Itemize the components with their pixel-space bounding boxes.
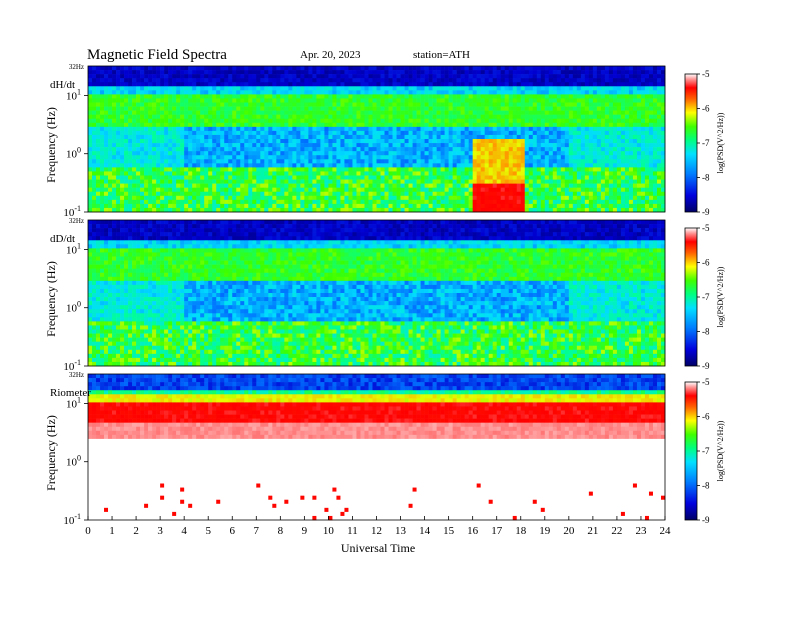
- x-tick-label: 14: [419, 525, 431, 537]
- colorbar-label: log(PSD(V^2/Hz)): [716, 266, 725, 327]
- colorbar-tick-label: -9: [702, 207, 710, 217]
- y-axis-label: Frequency (Hz): [44, 415, 58, 491]
- top-frequency-label: 32Hz: [69, 217, 84, 225]
- colorbar-tick-label: -5: [702, 69, 710, 79]
- colorbar-tick-label: -6: [702, 412, 710, 422]
- x-tick-label: 13: [395, 525, 407, 537]
- x-tick-label: 8: [278, 525, 284, 537]
- x-tick-label: 1: [109, 525, 115, 537]
- y-tick-label: 101: [66, 241, 81, 256]
- x-tick-label: 11: [347, 525, 358, 537]
- chart-date: Apr. 20, 2023: [300, 49, 361, 61]
- panel-label: dD/dt: [50, 233, 75, 245]
- panel-label: Riometer: [50, 387, 91, 399]
- colorbar-tick-label: -9: [702, 361, 710, 371]
- colorbar-tick-label: -7: [702, 292, 710, 302]
- colorbar: [685, 382, 697, 520]
- colorbar-tick-label: -8: [702, 481, 710, 491]
- x-tick-label: 22: [611, 525, 622, 537]
- y-axis-label: Frequency (Hz): [44, 261, 58, 337]
- colorbar-label: log(PSD(V^2/Hz)): [716, 112, 725, 173]
- y-tick-label: 100: [66, 300, 81, 315]
- x-axis-label: Universal Time: [341, 541, 415, 555]
- colorbar-tick-label: -5: [702, 223, 710, 233]
- top-frequency-label: 32Hz: [69, 63, 84, 71]
- colorbar-tick-label: -7: [702, 138, 710, 148]
- x-tick-label: 19: [539, 525, 551, 537]
- x-tick-label: 20: [563, 525, 575, 537]
- x-tick-label: 0: [85, 525, 91, 537]
- colorbar: [685, 228, 697, 366]
- colorbar-tick-label: -9: [702, 515, 710, 525]
- panel-label: dH/dt: [50, 79, 75, 91]
- x-tick-label: 6: [230, 525, 236, 537]
- colorbar-label: log(PSD(V^2/Hz)): [716, 420, 725, 481]
- spectrogram-cells: [88, 220, 665, 366]
- x-tick-label: 24: [660, 525, 672, 537]
- colorbar-tick-label: -8: [702, 173, 710, 183]
- x-tick-label: 2: [133, 525, 139, 537]
- x-tick-label: 21: [587, 525, 598, 537]
- x-tick-label: 17: [491, 525, 503, 537]
- x-tick-label: 23: [635, 525, 647, 537]
- x-tick-label: 12: [371, 525, 382, 537]
- x-tick-label: 7: [254, 525, 260, 537]
- colorbar: [685, 74, 697, 212]
- y-tick-label: 100: [66, 146, 81, 161]
- y-tick-label: 101: [66, 87, 81, 102]
- x-tick-label: 5: [205, 525, 211, 537]
- x-tick-label: 15: [443, 525, 455, 537]
- spectrogram-cells: [88, 374, 665, 520]
- colorbar-tick-label: -6: [702, 258, 710, 268]
- x-tick-label: 16: [467, 525, 479, 537]
- x-tick-label: 4: [181, 525, 187, 537]
- colorbar-tick-label: -8: [702, 327, 710, 337]
- station-label: station=ATH: [413, 49, 470, 61]
- top-frequency-label: 32Hz: [69, 371, 84, 379]
- x-tick-label: 3: [157, 525, 163, 537]
- spectrogram-cells: [88, 66, 665, 212]
- y-axis-label: Frequency (Hz): [44, 107, 58, 183]
- y-tick-label: 10-1: [63, 512, 81, 527]
- colorbar-tick-label: -7: [702, 446, 710, 456]
- x-tick-label: 18: [515, 525, 527, 537]
- colorbar-tick-label: -6: [702, 104, 710, 114]
- y-tick-label: 101: [66, 395, 81, 410]
- chart-title: Magnetic Field Spectra: [87, 47, 227, 63]
- x-tick-label: 9: [302, 525, 308, 537]
- y-tick-label: 100: [66, 454, 81, 469]
- colorbar-tick-label: -5: [702, 377, 710, 387]
- x-tick-label: 10: [323, 525, 335, 537]
